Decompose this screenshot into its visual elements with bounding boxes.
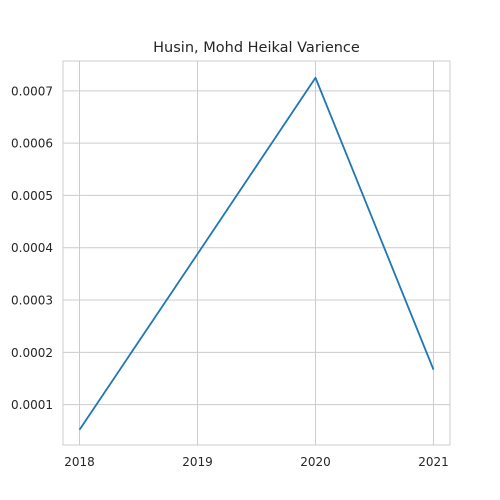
x-tick-label: 2021 bbox=[418, 455, 449, 469]
plot-frame bbox=[62, 60, 451, 446]
y-tick-label: 0.0002 bbox=[11, 346, 53, 360]
y-tick-label: 0.0003 bbox=[11, 294, 53, 308]
x-axis-ticks: 2018 2019 2020 2021 bbox=[64, 455, 449, 469]
y-tick-label: 0.0006 bbox=[11, 137, 53, 151]
x-tick-label: 2018 bbox=[64, 455, 95, 469]
y-tick-label: 0.0001 bbox=[11, 398, 53, 412]
series-line bbox=[78, 76, 435, 431]
grid-lines bbox=[63, 61, 450, 445]
series-group bbox=[78, 76, 435, 431]
chart-title: Husin, Mohd Heikal Varience bbox=[153, 40, 360, 56]
y-axis-ticks: 0.0001 0.0002 0.0003 0.0004 0.0005 0.0006 0.00… bbox=[11, 84, 53, 412]
x-tick-label: 2019 bbox=[182, 455, 213, 469]
y-tick-label: 0.0005 bbox=[11, 189, 53, 203]
x-tick-label: 2020 bbox=[300, 455, 331, 469]
y-tick-label: 0.0007 bbox=[11, 84, 53, 98]
y-tick-label: 0.0004 bbox=[11, 241, 53, 255]
